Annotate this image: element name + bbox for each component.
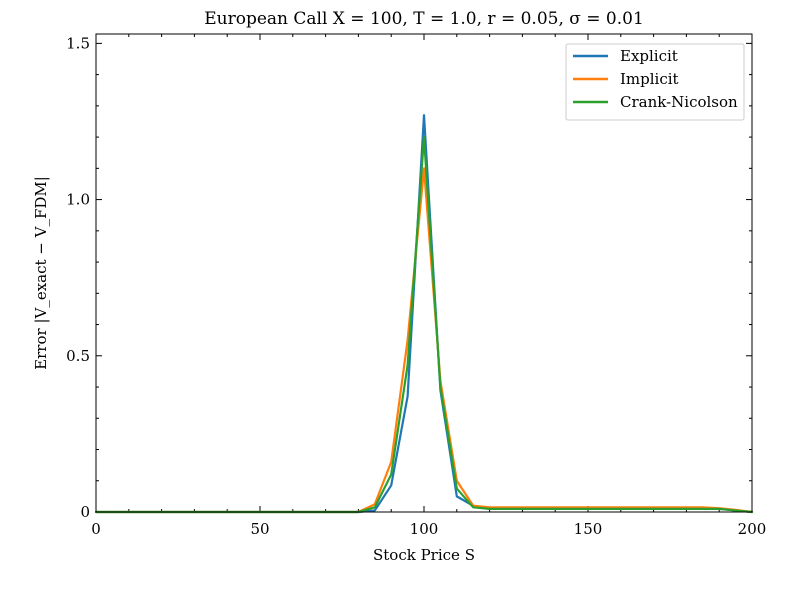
x-axis-label: Stock Price S [373, 546, 475, 564]
y-tick-label: 1.0 [66, 191, 90, 209]
legend-label-crank-nicolson: Crank-Nicolson [620, 93, 738, 111]
chart-title: European Call X = 100, T = 1.0, r = 0.05… [204, 9, 644, 29]
x-tick-label: 200 [738, 520, 767, 538]
y-tick-label: 0.5 [66, 347, 90, 365]
legend-box [565, 43, 745, 121]
y-axis-label: Error |V_exact − V_FDM| [32, 176, 50, 370]
x-tick-label: 100 [410, 520, 439, 538]
tick-labels: 0 50 100 150 200 0 0.5 1.0 1.5 [66, 34, 766, 538]
legend-label-implicit: Implicit [620, 70, 679, 88]
y-tick-label: 1.5 [66, 34, 90, 52]
x-tick-label: 0 [91, 520, 101, 538]
x-tick-label: 50 [250, 520, 269, 538]
legend-label-explicit: Explicit [620, 47, 678, 65]
y-tick-label: 0 [80, 503, 90, 521]
legend: Explicit Implicit Crank-Nicolson [565, 43, 745, 121]
x-tick-label: 150 [574, 520, 603, 538]
plot-frame [95, 33, 753, 513]
